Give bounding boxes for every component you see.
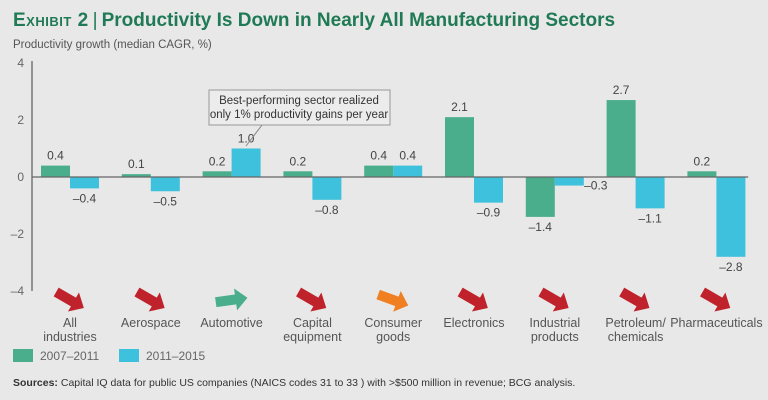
bar-2011-2015 — [312, 177, 342, 200]
data-label: 2.1 — [451, 100, 468, 114]
trend-arrow-up-icon — [215, 288, 248, 311]
category-label: Capital — [293, 316, 332, 330]
bar-2011-2015 — [150, 177, 180, 192]
y-tick-label: –2 — [11, 227, 25, 241]
category-label: All — [63, 316, 77, 330]
category-label: Consumer — [364, 316, 422, 330]
bar-2007-2011 — [445, 117, 474, 177]
bar-2007-2011 — [283, 171, 313, 177]
y-tick-label: 2 — [17, 113, 24, 127]
category-label: Pharmaceuticals — [670, 316, 762, 330]
data-label: 2.7 — [613, 83, 630, 97]
trend-arrow-down-icon — [296, 287, 327, 312]
data-label: 0.1 — [128, 157, 145, 171]
data-label: –0.4 — [73, 191, 97, 205]
data-label: –0.9 — [477, 206, 501, 220]
bar-2011-2015 — [635, 177, 665, 209]
data-label: –0.3 — [584, 179, 608, 193]
trend-arrow-down-icon — [619, 287, 650, 312]
category-label: Aerospace — [121, 316, 181, 330]
data-label: 0.4 — [399, 149, 416, 163]
bar-2007-2011 — [525, 177, 555, 217]
data-label: –1.4 — [529, 220, 553, 234]
trend-arrow-down-icon — [457, 287, 488, 312]
data-label: 0.2 — [209, 154, 226, 168]
category-label: equipment — [283, 330, 342, 344]
category-label: goods — [376, 330, 410, 344]
category-label: chemicals — [608, 330, 664, 344]
legend-swatch — [13, 349, 33, 362]
trend-arrow-down-icon — [700, 287, 731, 312]
category-label: products — [531, 330, 579, 344]
legend-label: 2011–2015 — [146, 349, 206, 363]
category-label: industries — [43, 330, 97, 344]
sources-note: Sources: Capital IQ data for public US c… — [13, 377, 575, 389]
data-label: 0.2 — [290, 154, 307, 168]
annotation-leader-line — [245, 124, 263, 147]
category-label: Industrial — [529, 316, 580, 330]
exhibit-label: Exhibit 2 — [13, 10, 89, 31]
annotation-box — [208, 89, 391, 126]
y-tick-label: 0 — [17, 170, 24, 184]
chart-title: Exhibit 2 | Productivity Is Down in Nearly… — [13, 10, 615, 32]
title-separator: | — [92, 10, 98, 31]
category-label: Electronics — [443, 316, 504, 330]
bar-2011-2015 — [554, 177, 584, 186]
bar-2007-2011 — [41, 165, 70, 177]
category-label: Automotive — [200, 316, 263, 330]
y-tick-label: –4 — [11, 284, 25, 298]
bar-2011-2015 — [393, 165, 423, 177]
legend-swatch — [119, 349, 139, 362]
y-axis-title: Productivity growth (median CAGR, %) — [13, 39, 212, 51]
annotation-text: Best-performing sector realized — [219, 95, 379, 107]
data-label: –0.8 — [315, 203, 339, 217]
annotation-text: only 1% productivity gains per year — [210, 109, 389, 121]
bar-2007-2011 — [202, 171, 232, 177]
category-label: Petroleum/ — [605, 316, 666, 330]
bar-2011-2015 — [70, 177, 99, 189]
legend-label: 2007–2011 — [40, 349, 100, 363]
data-label: –1.1 — [638, 211, 662, 225]
bar-2007-2011 — [687, 171, 717, 177]
data-label: 1.0 — [238, 132, 255, 146]
bar-2007-2011 — [364, 165, 394, 177]
bar-2007-2011 — [606, 100, 636, 177]
bar-2007-2011 — [121, 174, 151, 177]
trend-arrow-down-icon — [134, 287, 165, 312]
y-tick-label: 4 — [17, 56, 24, 70]
bar-2011-2015 — [231, 148, 261, 177]
data-label: –0.5 — [154, 194, 178, 208]
data-label: 0.4 — [47, 149, 64, 163]
title-text: Productivity Is Down in Nearly All Manuf… — [101, 10, 616, 31]
sources-label: Sources: — [13, 377, 58, 389]
bar-2011-2015 — [474, 177, 503, 203]
data-label: 0.4 — [370, 149, 387, 163]
sources-text: Capital IQ data for public US companies … — [60, 377, 576, 389]
data-label: –2.8 — [719, 260, 743, 274]
trend-arrow-down-icon — [53, 287, 84, 312]
trend-arrow-flat-icon — [376, 289, 409, 312]
bar-2011-2015 — [716, 177, 746, 257]
data-label: 0.2 — [694, 154, 711, 168]
trend-arrow-down-icon — [538, 287, 569, 312]
